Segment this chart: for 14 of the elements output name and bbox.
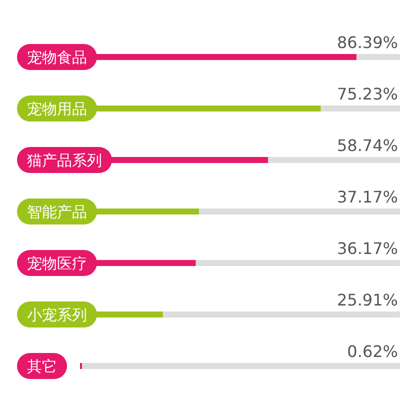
y-tick-label: 宠物用品: [27, 100, 87, 118]
data-label: 37.17%: [336, 188, 398, 206]
y-tick-label: 小宠系列: [27, 306, 87, 324]
data-label: 86.39%: [336, 33, 398, 52]
data-label: 36.17%: [336, 239, 398, 258]
data-label: 58.74%: [336, 136, 398, 155]
data-label: 75.23%: [336, 84, 398, 104]
y-tick-label: 宠物医疗: [27, 254, 87, 272]
y-tick-label: 猫产品系列: [27, 152, 102, 170]
data-label: 0.62%: [347, 342, 398, 361]
data-label: 25.91%: [336, 290, 398, 310]
y-tick-label: 智能产品: [27, 203, 87, 221]
y-tick-label: 其它: [27, 358, 57, 376]
y-tick-label: 宠物食品: [27, 48, 87, 66]
